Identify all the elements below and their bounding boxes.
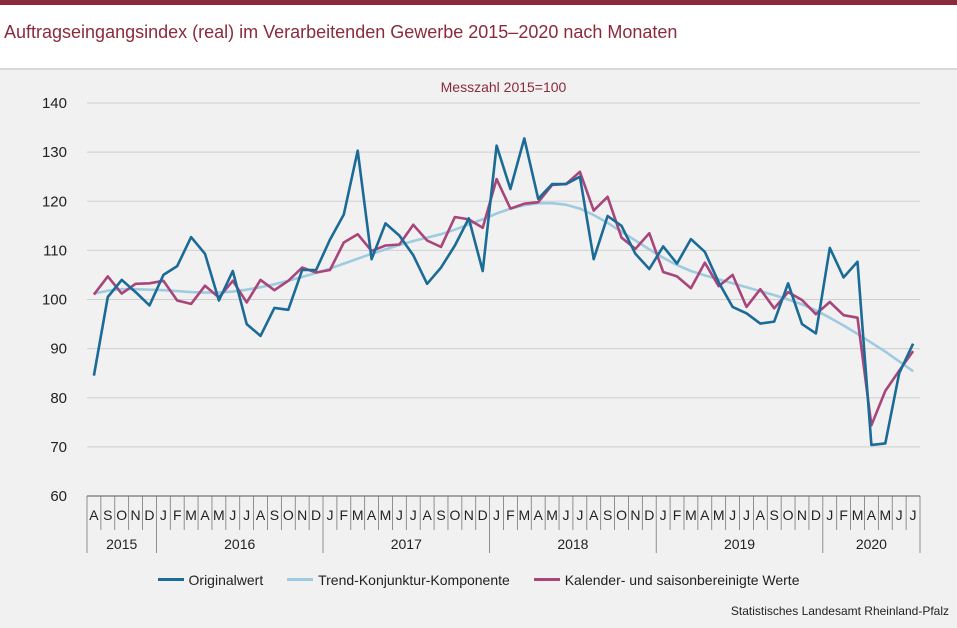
month-label: O	[616, 507, 627, 523]
month-label: J	[896, 507, 903, 523]
month-label: N	[630, 507, 640, 523]
legend-swatch-seasonal	[533, 578, 560, 581]
year-label: 2017	[391, 536, 422, 552]
top-accent-bar	[0, 0, 957, 5]
month-label: N	[297, 507, 307, 523]
legend-label-original: Originalwert	[188, 571, 264, 588]
legend-swatch-original	[157, 578, 184, 581]
month-label: A	[589, 507, 599, 523]
month-label: S	[770, 507, 779, 523]
chart-legend: Originalwert Trend-Konjunktur-Komponente…	[0, 568, 957, 588]
legend-item-trend: Trend-Konjunktur-Komponente	[287, 572, 510, 588]
y-tick-label: 90	[50, 341, 67, 358]
month-label: D	[311, 507, 321, 523]
legend-label-seasonal: Kalender- und saisonbereinigte Werte	[564, 571, 800, 588]
month-label: N	[797, 507, 807, 523]
month-label: M	[185, 507, 197, 523]
month-label: A	[367, 507, 377, 523]
month-label: M	[518, 507, 530, 523]
month-label: J	[229, 507, 236, 523]
title-divider	[0, 68, 957, 70]
month-label: O	[449, 507, 460, 523]
month-label: O	[783, 507, 794, 523]
month-label: J	[743, 507, 750, 523]
month-label: J	[562, 507, 569, 523]
month-label: A	[534, 507, 544, 523]
month-label: M	[213, 507, 225, 523]
month-label: J	[160, 507, 167, 523]
legend-item-original: Originalwert	[157, 571, 264, 588]
series-line-original	[92, 137, 915, 447]
chart-title: Auftragseingangsindex (real) im Verarbei…	[4, 22, 678, 42]
month-label: J	[493, 507, 500, 523]
chart-subtitle: Messzahl 2015=100	[441, 79, 567, 95]
series-line-seasonal	[92, 170, 915, 427]
source-note: Statistisches Landesamt Rheinland-Pfalz	[730, 604, 949, 618]
month-label: A	[700, 507, 710, 523]
month-label: S	[270, 507, 279, 523]
month-label: J	[243, 507, 250, 523]
month-label: N	[464, 507, 474, 523]
month-label: A	[422, 507, 432, 523]
month-label: J	[410, 507, 417, 523]
month-label: F	[673, 507, 682, 523]
month-label: M	[852, 507, 864, 523]
series-line-trend	[93, 201, 914, 373]
month-label: A	[867, 507, 877, 523]
month-label: A	[89, 507, 99, 523]
y-tick-label: 70	[50, 439, 67, 456]
month-label: M	[685, 507, 697, 523]
year-label: 2016	[224, 536, 255, 552]
month-label: M	[380, 507, 392, 523]
month-label: M	[879, 507, 891, 523]
month-label: M	[713, 507, 725, 523]
month-label: J	[910, 507, 917, 523]
month-label: O	[283, 507, 294, 523]
y-tick-label: 60	[50, 488, 67, 505]
y-tick-label: 110	[43, 242, 67, 259]
month-label: A	[756, 507, 766, 523]
month-label: A	[256, 507, 266, 523]
y-tick-label: 80	[50, 390, 67, 407]
year-label: 2020	[856, 536, 887, 552]
month-label: F	[173, 507, 182, 523]
y-tick-label: 100	[42, 292, 67, 309]
month-label: F	[506, 507, 515, 523]
y-tick-label: 140	[42, 95, 67, 112]
y-tick-label: 130	[42, 144, 67, 161]
month-label: J	[729, 507, 736, 523]
legend-label-trend: Trend-Konjunktur-Komponente	[318, 571, 510, 588]
month-label: S	[436, 507, 445, 523]
month-label: J	[660, 507, 667, 523]
month-label: N	[131, 507, 141, 523]
month-label: D	[144, 507, 154, 523]
month-label: M	[546, 507, 558, 523]
month-label: D	[478, 507, 488, 523]
month-label: J	[326, 507, 333, 523]
year-label: 2019	[724, 536, 755, 552]
month-label: S	[103, 507, 112, 523]
month-label: O	[116, 507, 127, 523]
month-label: J	[396, 507, 403, 523]
month-label: J	[826, 507, 833, 523]
legend-swatch-trend	[287, 578, 314, 581]
month-label: S	[603, 507, 612, 523]
month-label: F	[340, 507, 349, 523]
y-tick-label: 120	[42, 193, 67, 210]
year-label: 2015	[106, 536, 137, 552]
month-label: M	[352, 507, 364, 523]
month-label: D	[811, 507, 821, 523]
month-label: F	[839, 507, 848, 523]
year-label: 2018	[557, 536, 588, 552]
month-label: A	[200, 507, 210, 523]
legend-item-seasonal: Kalender- und saisonbereinigte Werte	[533, 571, 800, 588]
month-label: J	[576, 507, 583, 523]
month-label: D	[644, 507, 654, 523]
